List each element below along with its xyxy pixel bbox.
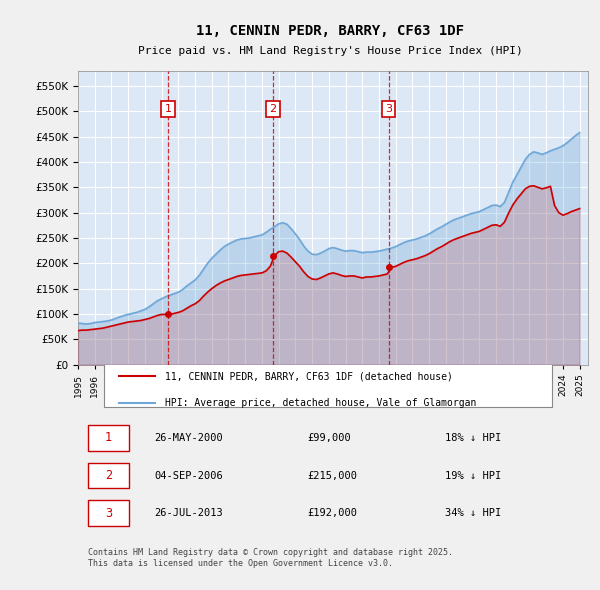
FancyBboxPatch shape [88,425,129,451]
Text: 2: 2 [269,104,277,114]
Text: 1: 1 [105,431,112,444]
Text: 04-SEP-2006: 04-SEP-2006 [155,471,223,480]
Text: 1: 1 [165,104,172,114]
FancyBboxPatch shape [88,500,129,526]
Text: £192,000: £192,000 [308,508,358,518]
Text: 26-JUL-2013: 26-JUL-2013 [155,508,223,518]
Text: £215,000: £215,000 [308,471,358,480]
FancyBboxPatch shape [88,463,129,489]
Text: 3: 3 [385,104,392,114]
Text: 11, CENNIN PEDR, BARRY, CF63 1DF (detached house): 11, CENNIN PEDR, BARRY, CF63 1DF (detach… [164,371,452,381]
Text: 34% ↓ HPI: 34% ↓ HPI [445,508,502,518]
Text: 18% ↓ HPI: 18% ↓ HPI [445,433,502,443]
Text: Contains HM Land Registry data © Crown copyright and database right 2025.
This d: Contains HM Land Registry data © Crown c… [88,548,453,568]
Text: 19% ↓ HPI: 19% ↓ HPI [445,471,502,480]
Text: 26-MAY-2000: 26-MAY-2000 [155,433,223,443]
Text: 3: 3 [105,507,112,520]
Text: 2: 2 [105,469,112,482]
Text: 11, CENNIN PEDR, BARRY, CF63 1DF: 11, CENNIN PEDR, BARRY, CF63 1DF [196,24,464,38]
Text: HPI: Average price, detached house, Vale of Glamorgan: HPI: Average price, detached house, Vale… [164,398,476,408]
Text: £99,000: £99,000 [308,433,351,443]
FancyBboxPatch shape [104,362,552,407]
Text: Price paid vs. HM Land Registry's House Price Index (HPI): Price paid vs. HM Land Registry's House … [137,46,523,56]
